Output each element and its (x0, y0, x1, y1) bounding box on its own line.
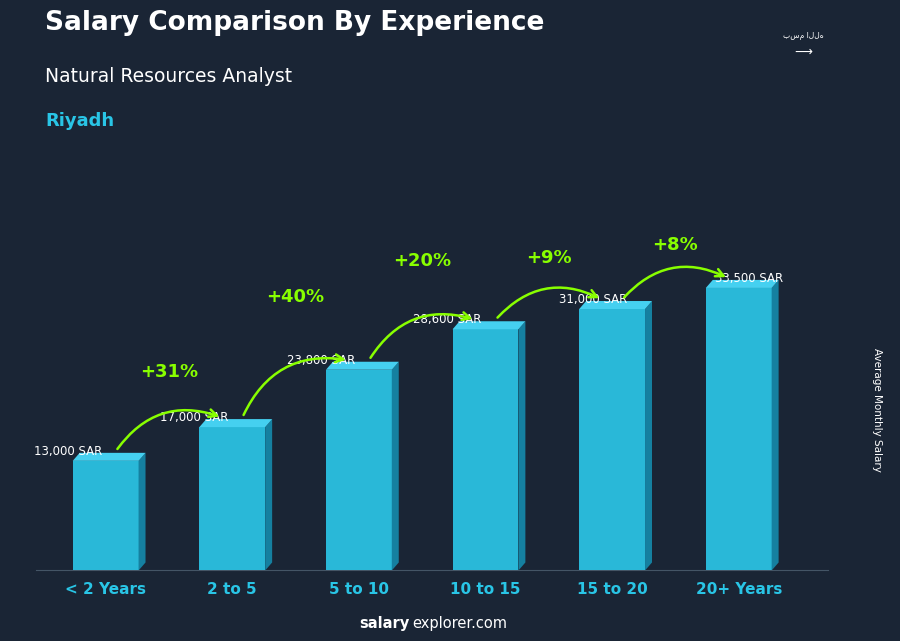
Polygon shape (518, 321, 526, 570)
Text: salary: salary (359, 617, 410, 631)
Polygon shape (73, 453, 146, 461)
Text: +20%: +20% (393, 252, 451, 271)
Text: 13,000 SAR: 13,000 SAR (33, 445, 102, 458)
Polygon shape (580, 301, 652, 309)
Polygon shape (326, 362, 399, 370)
Text: +8%: +8% (652, 236, 698, 254)
Text: Natural Resources Analyst: Natural Resources Analyst (45, 67, 292, 87)
Text: 33,500 SAR: 33,500 SAR (715, 272, 783, 285)
Polygon shape (266, 419, 272, 570)
Polygon shape (139, 453, 146, 570)
Polygon shape (580, 309, 645, 570)
Text: +31%: +31% (140, 363, 198, 381)
Polygon shape (326, 370, 392, 570)
Polygon shape (73, 461, 139, 570)
Text: 28,600 SAR: 28,600 SAR (413, 313, 482, 326)
Text: Salary Comparison By Experience: Salary Comparison By Experience (45, 10, 544, 36)
Text: 17,000 SAR: 17,000 SAR (160, 411, 229, 424)
Text: 31,000 SAR: 31,000 SAR (559, 293, 627, 306)
Polygon shape (706, 280, 778, 288)
Polygon shape (199, 419, 272, 427)
Text: Average Monthly Salary: Average Monthly Salary (872, 348, 883, 472)
Polygon shape (392, 362, 399, 570)
Text: بسم الله: بسم الله (783, 31, 824, 40)
Text: +40%: +40% (266, 288, 325, 306)
Text: explorer.com: explorer.com (412, 617, 508, 631)
Text: 23,800 SAR: 23,800 SAR (287, 354, 355, 367)
Text: Riyadh: Riyadh (45, 112, 114, 130)
Polygon shape (771, 280, 778, 570)
Polygon shape (453, 321, 526, 329)
Polygon shape (645, 301, 652, 570)
Text: ⟶: ⟶ (795, 46, 812, 59)
Polygon shape (453, 329, 518, 570)
Text: +9%: +9% (526, 249, 572, 267)
Polygon shape (706, 288, 771, 570)
Polygon shape (199, 427, 266, 570)
